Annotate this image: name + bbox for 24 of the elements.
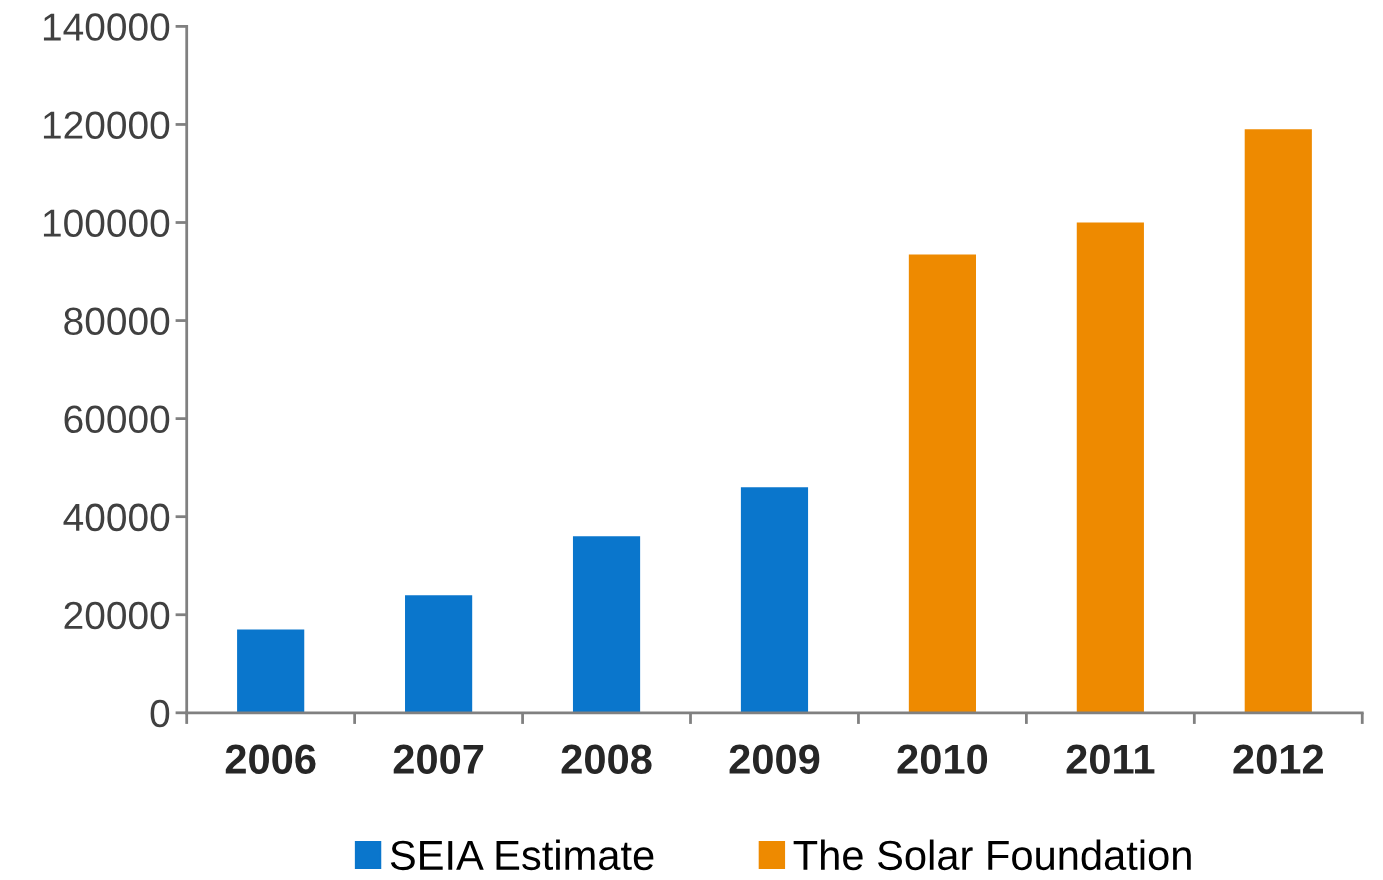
x-tick-label: 2010	[897, 744, 988, 774]
x-tick-label: 2006	[225, 744, 316, 774]
legend-label: The Solar Foundation	[793, 839, 1191, 871]
y-tick-label: 100000	[43, 209, 170, 237]
y-tick-label: 0	[150, 699, 170, 728]
y-tick-label: 120000	[43, 111, 170, 139]
bar	[572, 536, 641, 713]
x-tick-label: 2009	[729, 744, 820, 774]
bar	[908, 254, 976, 713]
bar	[1244, 129, 1312, 713]
x-tick-label: 2011	[1066, 744, 1155, 774]
y-tick-label: 60000	[64, 405, 170, 434]
y-tick-label: 80000	[64, 307, 170, 336]
y-tick-label: 20000	[64, 601, 170, 630]
y-tick-label: 140000	[43, 13, 170, 41]
x-tick-label: 2012	[1233, 744, 1323, 774]
y-tick-label: 40000	[63, 503, 170, 532]
bar	[405, 595, 473, 713]
x-tick-label: 2008	[561, 744, 652, 774]
x-tick-label: 2007	[393, 744, 484, 774]
legend-label: SEIA Estimate	[390, 839, 654, 871]
bar	[1076, 222, 1144, 713]
bar	[740, 487, 809, 713]
bar	[237, 629, 305, 713]
